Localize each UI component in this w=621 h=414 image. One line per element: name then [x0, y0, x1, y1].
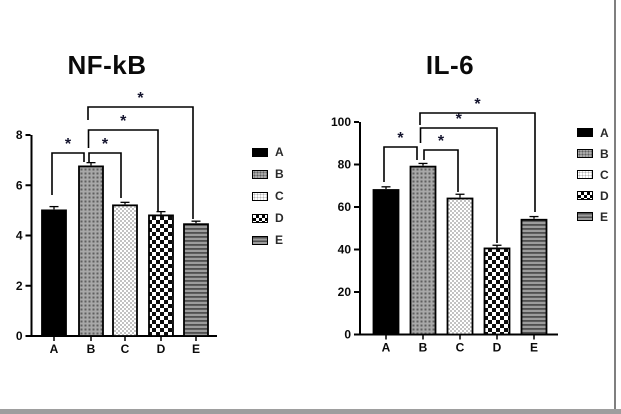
y-tick-label: 40	[338, 243, 352, 257]
y-tick-label: 100	[331, 115, 351, 129]
legend-swatch-E	[252, 235, 268, 245]
sig-bracket-B-D	[87, 129, 159, 211]
legend-swatch-C	[252, 191, 268, 201]
bar-D	[148, 214, 174, 337]
legend-label-C: C	[275, 189, 284, 203]
y-tick-label: 0	[344, 328, 351, 342]
bar-A	[372, 189, 400, 336]
sig-bracket-A-B	[51, 152, 85, 195]
chart-title-nfkb: NF-kB	[67, 50, 147, 80]
sig-asterisk-A-B: *	[397, 130, 404, 147]
window-bottom-bar	[0, 409, 621, 414]
legend-swatch-B	[577, 149, 593, 158]
legend-swatch-D	[577, 191, 593, 200]
legend-item-D: D	[577, 185, 609, 206]
y-tick-label: 80	[338, 158, 352, 172]
window-right-border	[614, 0, 616, 414]
legend-item-C: C	[252, 185, 284, 207]
bar-B	[409, 165, 437, 336]
sig-asterisk-B-C: *	[102, 136, 109, 153]
chart-nfkb: 0 2 4 6 8 A B C D E * * * *	[16, 90, 217, 356]
bar-C	[112, 204, 138, 337]
x-category-label: B	[87, 342, 96, 356]
chart-title-il6: IL-6	[425, 50, 475, 80]
legend-item-E: E	[252, 229, 284, 251]
y-tick-label: 4	[16, 229, 23, 243]
legend-label-C: C	[600, 167, 609, 182]
legend-swatch-C	[577, 170, 593, 179]
x-category-label: A	[382, 341, 391, 355]
sig-bracket-B-D	[419, 127, 498, 243]
y-tick-label: 60	[338, 200, 352, 214]
legend-swatch-D	[252, 213, 268, 223]
sig-bracket-B-E	[419, 112, 536, 212]
bar-E	[183, 223, 209, 337]
sig-bracket-B-E	[87, 106, 194, 219]
sig-asterisk-B-E: *	[474, 96, 481, 113]
bar-B	[78, 165, 104, 337]
bar-D	[483, 247, 511, 336]
legend-swatch-E	[577, 212, 593, 221]
sig-asterisk-B-D: *	[456, 111, 463, 128]
legend-label-B: B	[600, 146, 609, 161]
legend-item-D: D	[252, 207, 284, 229]
legend-item-E: E	[577, 206, 609, 227]
x-category-label: E	[530, 341, 538, 355]
legend-swatch-B	[252, 169, 268, 179]
x-category-label: C	[121, 342, 130, 356]
x-category-label: A	[50, 342, 59, 356]
y-tick-label: 8	[16, 128, 23, 142]
x-category-label: E	[192, 342, 200, 356]
bar-A	[41, 209, 67, 337]
sig-asterisk-B-C: *	[438, 133, 445, 150]
sig-asterisk-B-E: *	[137, 90, 144, 107]
y-tick-label: 2	[16, 279, 23, 293]
x-category-label: B	[419, 341, 428, 355]
sig-asterisk-B-D: *	[120, 113, 127, 130]
y-tick-label: 0	[16, 329, 23, 343]
bar-E	[520, 218, 548, 336]
legend-label-A: A	[275, 145, 284, 159]
legend-item-C: C	[577, 164, 609, 185]
x-category-label: C	[456, 341, 465, 355]
chart-il6: 0 20 40 60 80 100 A B C D E * * * *	[331, 96, 558, 355]
x-category-label: D	[493, 341, 502, 355]
bar-C	[446, 197, 474, 336]
legend-label-A: A	[600, 125, 609, 140]
sig-asterisk-A-B: *	[65, 136, 72, 153]
legend-label-E: E	[275, 233, 284, 247]
legend-swatch-A	[577, 128, 593, 137]
sig-bracket-B-C	[423, 149, 459, 192]
legend-item-A: A	[252, 141, 284, 163]
legend-label-E: E	[600, 209, 609, 224]
legend-label-B: B	[275, 167, 284, 181]
sig-bracket-B-C	[88, 152, 122, 198]
sig-bracket-A-B	[383, 146, 418, 182]
legend-swatch-A	[252, 147, 268, 157]
y-tick-label: 6	[16, 178, 23, 192]
y-tick-label: 20	[338, 285, 352, 299]
legend-item-B: B	[252, 163, 284, 185]
legend-label-D: D	[600, 188, 609, 203]
legend-item-A: A	[577, 122, 609, 143]
x-category-label: D	[157, 342, 166, 356]
legend-label-D: D	[275, 211, 284, 225]
legend-item-B: B	[577, 143, 609, 164]
